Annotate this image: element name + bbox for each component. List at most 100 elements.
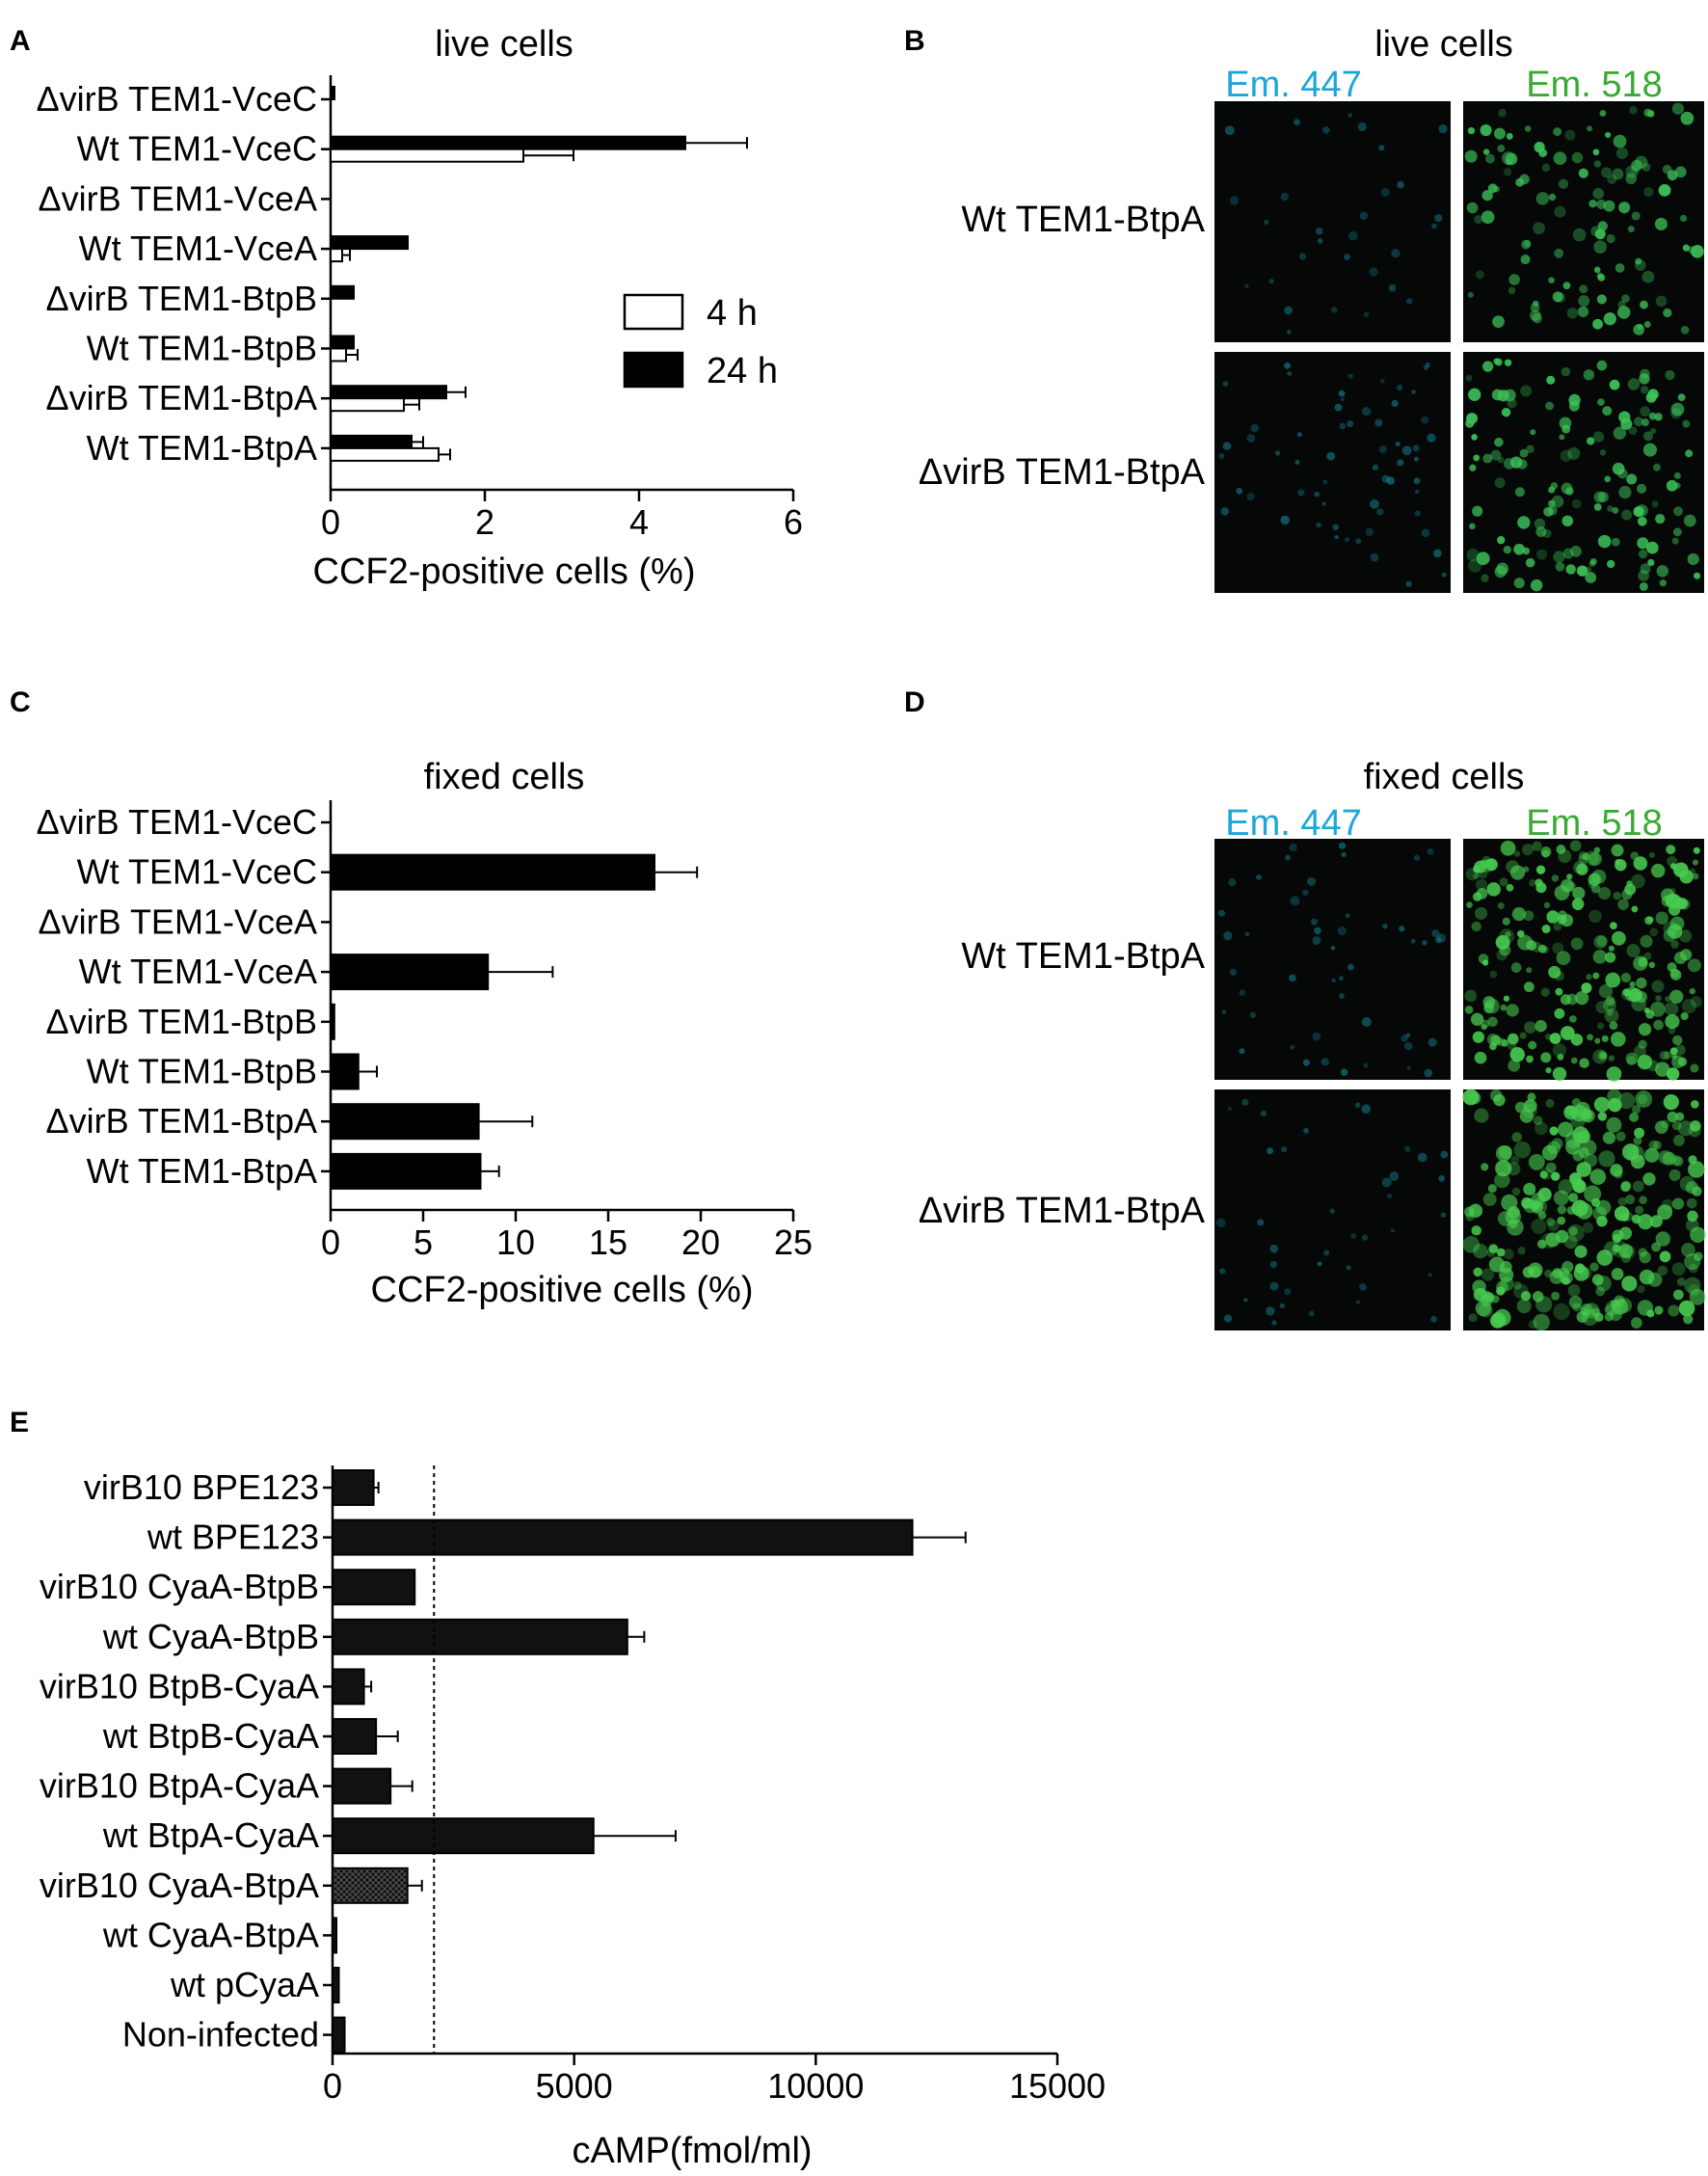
cell-dot	[1578, 1147, 1589, 1159]
cell-dot	[1498, 108, 1507, 118]
bar	[330, 446, 440, 462]
cell-dot	[1663, 308, 1672, 318]
cell-dot	[1688, 1155, 1697, 1165]
cell-dot	[1671, 1262, 1686, 1276]
cell-dot	[1311, 918, 1318, 926]
cell-dot	[1526, 940, 1537, 951]
cell-dot	[1669, 968, 1680, 979]
cell-dot	[1664, 1051, 1672, 1060]
cell-dot	[1312, 936, 1321, 946]
cell-dot	[1680, 1011, 1689, 1021]
cell-dot	[1616, 306, 1631, 319]
cell-dot	[1422, 940, 1428, 946]
category-label: virB10 BtpB-CyaA	[40, 1666, 319, 1706]
cell-dot	[1508, 1059, 1521, 1072]
cell-dot	[1677, 393, 1686, 402]
cell-dot	[1569, 840, 1582, 852]
cell-dot	[1486, 1034, 1500, 1046]
cell-dot	[1522, 1103, 1537, 1118]
cell-dot	[1440, 1212, 1447, 1218]
cell-dot	[1578, 850, 1588, 860]
cell-dot	[1593, 160, 1602, 168]
cell-dot	[1694, 1251, 1703, 1261]
cell-dot	[1568, 393, 1581, 407]
cell-dot	[1348, 113, 1352, 118]
cell-dot	[1308, 1310, 1315, 1317]
cell-dot	[1471, 921, 1481, 932]
x-tick-label: 4	[629, 502, 649, 542]
cell-dot	[1541, 1144, 1558, 1161]
cell-dot	[1606, 1116, 1622, 1133]
cell-dot	[1506, 1004, 1519, 1017]
cell-dot	[1294, 119, 1300, 126]
cell-dot	[1548, 505, 1558, 516]
cell-dot	[1497, 390, 1509, 402]
cell-dot	[1592, 950, 1608, 964]
category-label: ΔvirB TEM1-VceC	[37, 802, 317, 842]
cell-dot	[1626, 880, 1633, 887]
cell-dot	[1499, 1267, 1514, 1283]
cell-dot	[1284, 362, 1291, 369]
cell-dot	[1598, 1150, 1615, 1168]
cell-dot	[1584, 1185, 1602, 1203]
cell-dot	[1482, 453, 1493, 464]
cell-dot	[1500, 840, 1516, 856]
cell-dot	[1535, 526, 1547, 538]
cell-dot	[1636, 977, 1647, 989]
cell-dot	[1611, 537, 1620, 547]
cell-dot	[1592, 148, 1600, 156]
cell-dot	[1519, 1109, 1535, 1123]
x-tick-label: 15	[589, 1222, 627, 1262]
cell-dot	[1633, 1136, 1642, 1145]
panel-d-row-wt: Wt TEM1-BtpA	[961, 936, 1205, 977]
cell-dot	[1264, 219, 1269, 226]
cell-dot	[1667, 1111, 1678, 1123]
cell-dot	[1647, 916, 1654, 923]
cell-dot	[1361, 1016, 1372, 1027]
cell-dot	[1645, 541, 1659, 554]
cell-dot	[1640, 563, 1651, 575]
cell-dot	[1639, 1250, 1651, 1264]
cell-dot	[1406, 1065, 1411, 1070]
cell-dot	[1474, 214, 1483, 225]
cell-dot	[1502, 151, 1515, 165]
cell-dot	[1673, 506, 1683, 517]
cell-dot	[1474, 860, 1487, 873]
cell-dot	[1566, 308, 1579, 319]
cell-dot	[1654, 413, 1663, 421]
cell-dot	[1601, 167, 1613, 178]
cell-dot	[1599, 110, 1607, 117]
cell-dot	[1473, 454, 1481, 462]
cell-dot	[1478, 1303, 1493, 1318]
cell-dot	[1363, 1062, 1369, 1068]
cell-dot	[1651, 1242, 1662, 1252]
cell-dot	[1466, 901, 1473, 908]
cell-dot	[1431, 929, 1440, 938]
x-tick-label: 6	[784, 502, 803, 542]
cell-dot	[1627, 226, 1635, 233]
cell-dot	[1639, 1195, 1647, 1204]
x-tick-label: 5	[414, 1222, 433, 1262]
cell-dot	[1595, 1276, 1612, 1292]
cell-dot	[1556, 845, 1566, 854]
cell-dot	[1650, 427, 1657, 435]
cell-dot	[1643, 321, 1651, 328]
cell-dot	[1548, 499, 1556, 508]
cell-dot	[1640, 934, 1653, 948]
cell-dot	[1553, 1303, 1570, 1321]
cell-dot	[1593, 935, 1608, 949]
cell-dot	[1685, 449, 1694, 458]
cell-dot	[1503, 1249, 1514, 1260]
cell-dot	[1693, 846, 1700, 854]
cell-dot	[1606, 559, 1615, 569]
cell-dot	[1665, 996, 1671, 1003]
cell-dot	[1338, 390, 1346, 397]
chart-c: fixed cells CCF2-positive cells (%) 0 5 10…	[37, 757, 813, 1310]
cell-dot	[1608, 945, 1615, 952]
cell-dot	[1517, 1247, 1526, 1255]
category-label: wt CyaA-BtpA	[102, 1915, 319, 1954]
cell-dot	[1654, 1120, 1668, 1134]
category-label: ΔvirB TEM1-VceA	[39, 901, 317, 941]
cell-dot	[1522, 844, 1535, 856]
cell-dot	[1545, 1067, 1552, 1074]
